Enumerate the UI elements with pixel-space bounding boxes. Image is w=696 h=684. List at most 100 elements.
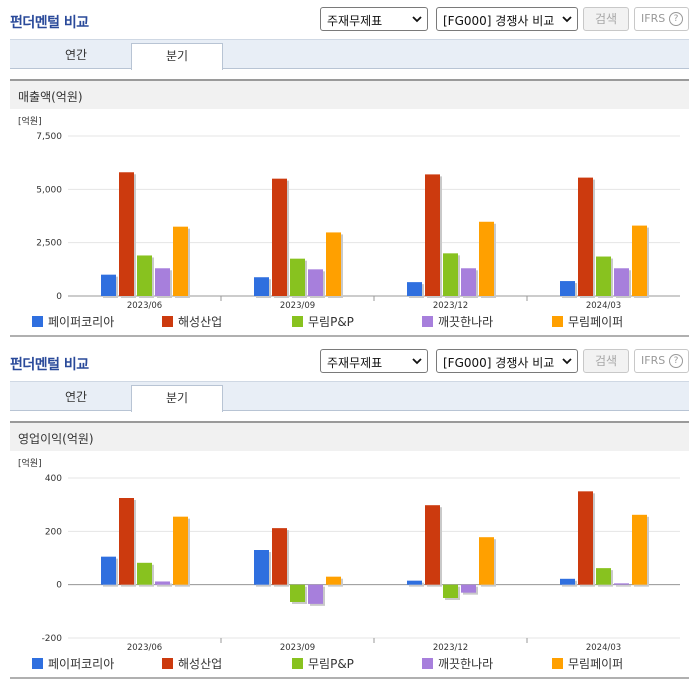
tab-quarterly[interactable]: 분기	[131, 43, 223, 70]
bar	[596, 256, 611, 296]
tab-quarterly[interactable]: 분기	[131, 385, 223, 412]
legend-item[interactable]: 해성산업	[162, 655, 222, 672]
ifrs-button[interactable]: IFRS ?	[634, 7, 689, 31]
bar	[425, 505, 440, 585]
legend-swatch	[552, 316, 563, 327]
bar	[119, 172, 134, 296]
peer-group-select[interactable]: [FG000] 경쟁사 비교	[436, 7, 578, 31]
y-tick-label: 400	[45, 474, 62, 484]
bar	[101, 556, 116, 585]
operating-profit-bar-chart: [억원]400 200 0 -200 2023/06 2023/09 2023/12 2024…	[18, 457, 680, 653]
statement-select-value: 주재무제표	[327, 14, 383, 28]
search-button[interactable]: 검색	[583, 349, 629, 373]
peer-group-select[interactable]: [FG000] 경쟁사 비교	[436, 349, 578, 373]
bar	[119, 498, 134, 585]
legend-item[interactable]: 무림페이퍼	[552, 313, 623, 330]
panel-header: 펀더멘털 비교 주재무제표 [FG000] 경쟁사 비교 검색 IFRS ?	[0, 342, 696, 380]
y-tick-label: 7,500	[36, 132, 62, 142]
section-title: 매출액(억원)	[18, 90, 83, 104]
section-header: 영업이익(억원)	[10, 421, 689, 451]
bar	[479, 537, 494, 585]
legend-item[interactable]: 페이퍼코리아	[32, 655, 114, 672]
bar	[290, 584, 305, 602]
panel-header: 펀더멘털 비교 주재무제표 [FG000] 경쟁사 비교 검색 IFRS ?	[0, 0, 696, 38]
bar	[272, 528, 287, 585]
bar	[560, 578, 575, 585]
statement-select[interactable]: 주재무제표	[320, 349, 428, 373]
bar	[407, 282, 422, 296]
bar	[425, 174, 440, 296]
legend-label: 무림P&P	[308, 657, 354, 671]
x-tick-label: 2023/09	[280, 301, 315, 311]
bar	[407, 580, 422, 585]
bar	[614, 268, 629, 296]
ifrs-label: IFRS	[641, 12, 666, 25]
section-header: 매출액(억원)	[10, 79, 689, 109]
bar	[632, 225, 647, 296]
legend-swatch	[422, 658, 433, 669]
bar	[632, 514, 647, 585]
legend-swatch	[552, 658, 563, 669]
x-tick-label: 2023/12	[433, 301, 468, 311]
bar	[137, 562, 152, 585]
peer-group-select-value: [FG000] 경쟁사 비교	[443, 14, 555, 28]
fundamental-panel-sales: 펀더멘털 비교 주재무제표 [FG000] 경쟁사 비교 검색 IFRS ? 연…	[0, 0, 696, 337]
section-title: 영업이익(억원)	[18, 432, 94, 446]
statement-select[interactable]: 주재무제표	[320, 7, 428, 31]
bar	[254, 277, 269, 296]
legend-swatch	[32, 658, 43, 669]
help-icon[interactable]: ?	[669, 12, 683, 26]
tab-annual[interactable]: 연간	[64, 48, 88, 62]
ifrs-button[interactable]: IFRS ?	[634, 349, 689, 373]
period-tabbar: 연간 분기	[10, 39, 689, 70]
x-tick-label: 2024/03	[586, 643, 621, 653]
bar	[614, 583, 629, 585]
legend-label: 무림P&P	[308, 315, 354, 329]
bar	[443, 253, 458, 296]
legend-swatch	[292, 658, 303, 669]
bar-shadow	[616, 585, 631, 587]
bar	[461, 584, 476, 593]
bar	[308, 584, 323, 604]
legend-item[interactable]: 페이퍼코리아	[32, 313, 114, 330]
fundamental-panel-operating-profit: 펀더멘털 비교 주재무제표 [FG000] 경쟁사 비교 검색 IFRS ? 연…	[0, 342, 696, 684]
x-tick-label: 2023/09	[280, 643, 315, 653]
chevron-down-icon	[562, 16, 572, 23]
legend-swatch	[162, 658, 173, 669]
legend-item[interactable]: 무림P&P	[292, 313, 354, 330]
bar	[137, 255, 152, 296]
legend-item[interactable]: 무림P&P	[292, 655, 354, 672]
bar	[578, 491, 593, 585]
legend-item[interactable]: 해성산업	[162, 313, 222, 330]
legend-label: 무림페이퍼	[568, 315, 624, 329]
bar	[461, 268, 476, 296]
divider	[10, 335, 689, 337]
search-button[interactable]: 검색	[583, 7, 629, 31]
legend-swatch	[422, 316, 433, 327]
y-tick-label: 2,500	[36, 239, 62, 249]
bar	[308, 269, 323, 296]
bar	[272, 178, 287, 296]
y-unit-label: [억원]	[18, 115, 42, 127]
bar-shadow	[409, 582, 424, 587]
y-tick-label: -200	[42, 634, 63, 644]
bar	[443, 584, 458, 598]
help-icon[interactable]: ?	[669, 354, 683, 368]
legend-label: 페이퍼코리아	[48, 315, 115, 329]
legend-label: 깨끗한나라	[438, 657, 494, 671]
bar	[326, 576, 341, 585]
legend-swatch	[32, 316, 43, 327]
y-tick-label: 0	[56, 292, 62, 302]
bar	[155, 268, 170, 296]
legend-label: 깨끗한나라	[438, 315, 494, 329]
tab-annual[interactable]: 연간	[64, 390, 88, 404]
bar	[101, 274, 116, 296]
legend-item[interactable]: 무림페이퍼	[552, 655, 623, 672]
y-unit-label: [억원]	[18, 457, 42, 469]
legend-item[interactable]: 깨끗한나라	[422, 313, 493, 330]
y-tick-label: 0	[56, 581, 62, 591]
legend-item[interactable]: 깨끗한나라	[422, 655, 493, 672]
chart-legend: 페이퍼코리아 해성산업 무림P&P 깨끗한나라 무림페이퍼	[32, 655, 672, 671]
legend-label: 무림페이퍼	[568, 657, 624, 671]
statement-select-value: 주재무제표	[327, 356, 383, 370]
